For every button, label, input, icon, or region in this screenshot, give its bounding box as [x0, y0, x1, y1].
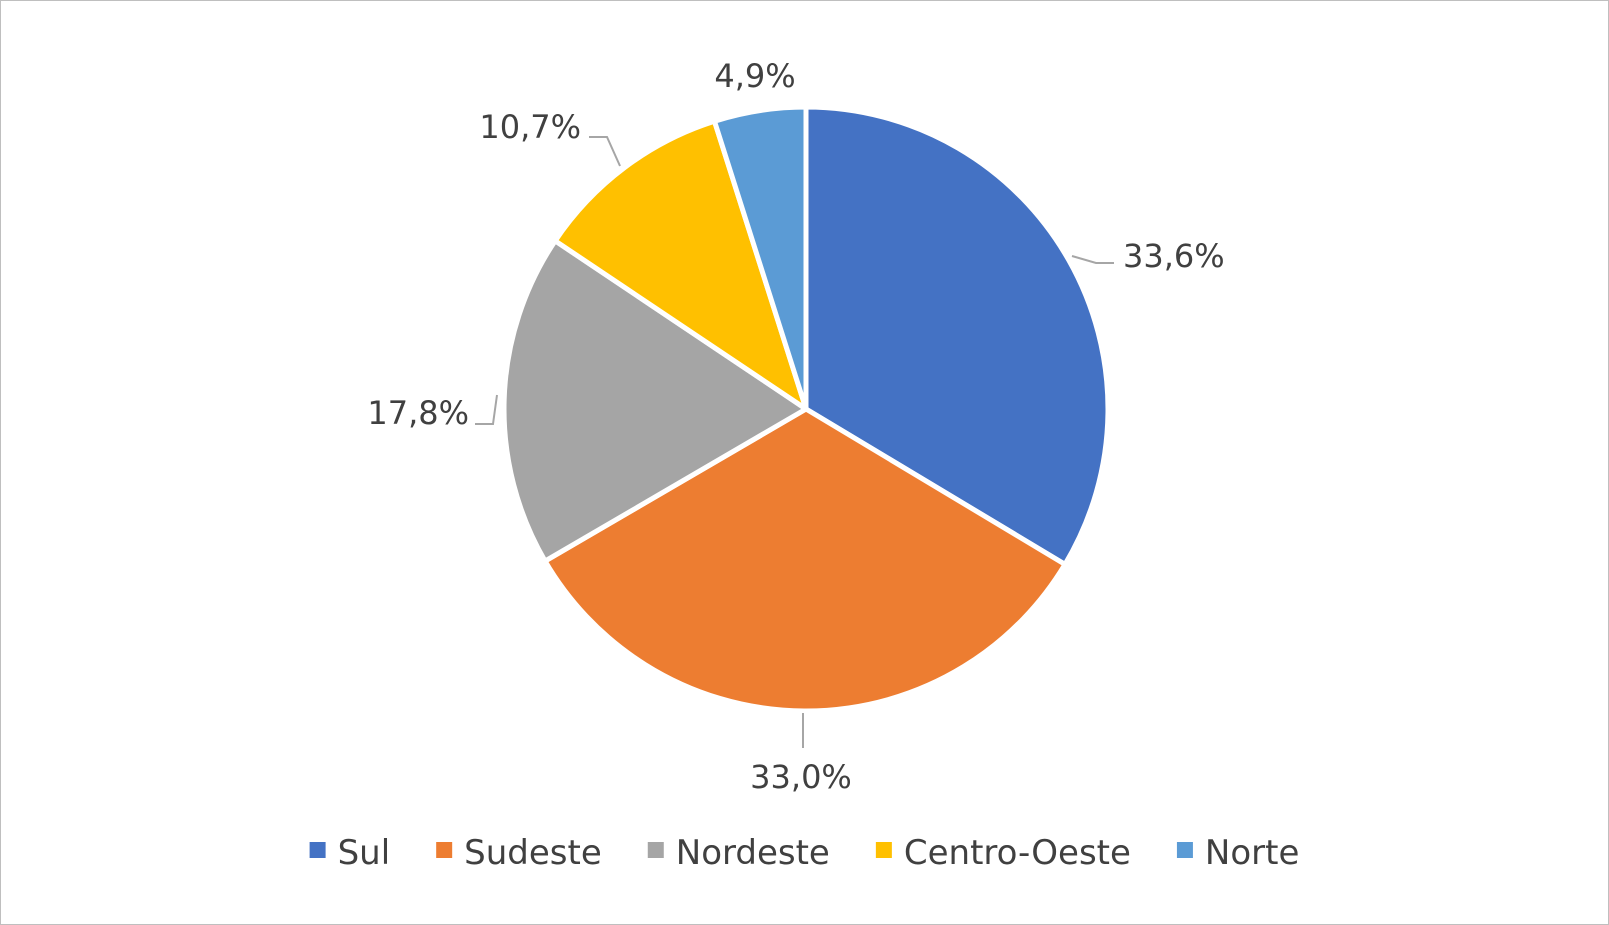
legend-item-sul: Sul [309, 833, 391, 873]
legend-swatch-sudeste [436, 842, 453, 858]
data-label-norte: 4,9% [714, 57, 795, 95]
leader-line-nordeste [475, 394, 498, 425]
slice-centro-oeste [552, 118, 809, 412]
legend-swatch-nordeste [647, 842, 664, 858]
legend-label-nordeste: Nordeste [676, 833, 830, 873]
data-label-sudeste: 33,0% [750, 758, 852, 796]
leader-line-centro-oeste [589, 136, 621, 167]
legend-item-nordeste: Nordeste [647, 833, 830, 873]
leader-lines [475, 136, 1114, 748]
pie-slices [501, 104, 1111, 714]
legend-item-sudeste: Sudeste [436, 833, 602, 873]
data-label-sul: 33,6% [1123, 237, 1225, 275]
legend-label-norte: Norte [1205, 833, 1299, 873]
slice-norte [711, 104, 809, 412]
legend-swatch-norte [1176, 842, 1193, 858]
legend-swatch-sul [309, 842, 326, 858]
legend-swatch-centro-oeste [875, 842, 892, 858]
legend-label-centro-oeste: Centro-Oeste [904, 833, 1131, 873]
legend-item-centro-oeste: Centro-Oeste [875, 833, 1131, 873]
data-labels: 33,6% 33,0% 17,8% 10,7% 4,9% [367, 57, 1224, 796]
slice-sul [803, 104, 1111, 567]
legend-label-sul: Sul [338, 833, 391, 873]
data-label-nordeste: 17,8% [367, 394, 469, 432]
legend: Sul Sudeste Nordeste Centro-Oeste Norte [309, 833, 1299, 873]
data-label-centro-oeste: 10,7% [479, 108, 581, 146]
legend-label-sudeste: Sudeste [464, 833, 602, 873]
leader-line-sul [1071, 255, 1114, 264]
legend-item-norte: Norte [1176, 833, 1299, 873]
slice-sudeste [542, 406, 1068, 714]
slice-nordeste [501, 238, 809, 564]
